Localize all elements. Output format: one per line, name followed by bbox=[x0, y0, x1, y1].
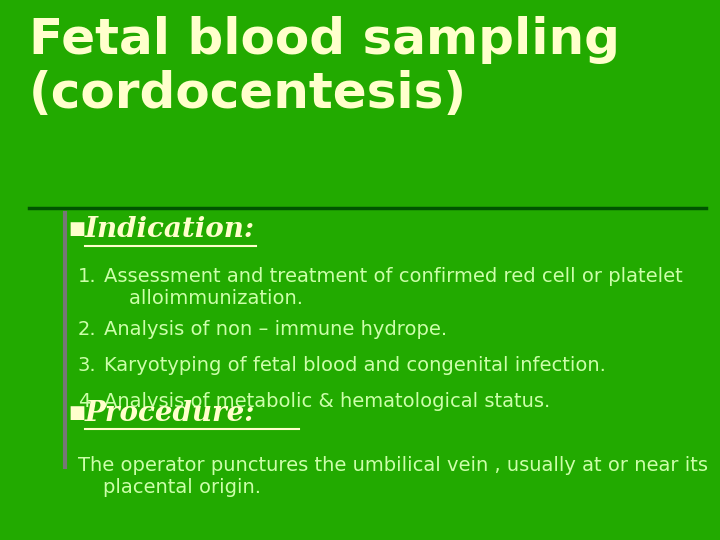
Text: 4.: 4. bbox=[78, 392, 96, 411]
Text: 1.: 1. bbox=[78, 267, 96, 286]
Text: The operator punctures the umbilical vein , usually at or near its
    placental: The operator punctures the umbilical vei… bbox=[78, 456, 708, 497]
Text: Indication:: Indication: bbox=[85, 216, 255, 243]
Text: Fetal blood sampling
(cordocentesis): Fetal blood sampling (cordocentesis) bbox=[29, 16, 620, 118]
Text: Procedure:: Procedure: bbox=[85, 400, 256, 427]
Text: Karyotyping of fetal blood and congenital infection.: Karyotyping of fetal blood and congenita… bbox=[104, 356, 606, 375]
Text: Analysis of non – immune hydrope.: Analysis of non – immune hydrope. bbox=[104, 320, 448, 339]
Text: ■: ■ bbox=[68, 404, 86, 422]
Text: Assessment and treatment of confirmed red cell or platelet
    alloimmunization.: Assessment and treatment of confirmed re… bbox=[104, 267, 683, 308]
Text: 3.: 3. bbox=[78, 356, 96, 375]
Text: Analysis of metabolic & hematological status.: Analysis of metabolic & hematological st… bbox=[104, 392, 551, 411]
Text: 2.: 2. bbox=[78, 320, 96, 339]
Text: ■: ■ bbox=[68, 220, 86, 239]
